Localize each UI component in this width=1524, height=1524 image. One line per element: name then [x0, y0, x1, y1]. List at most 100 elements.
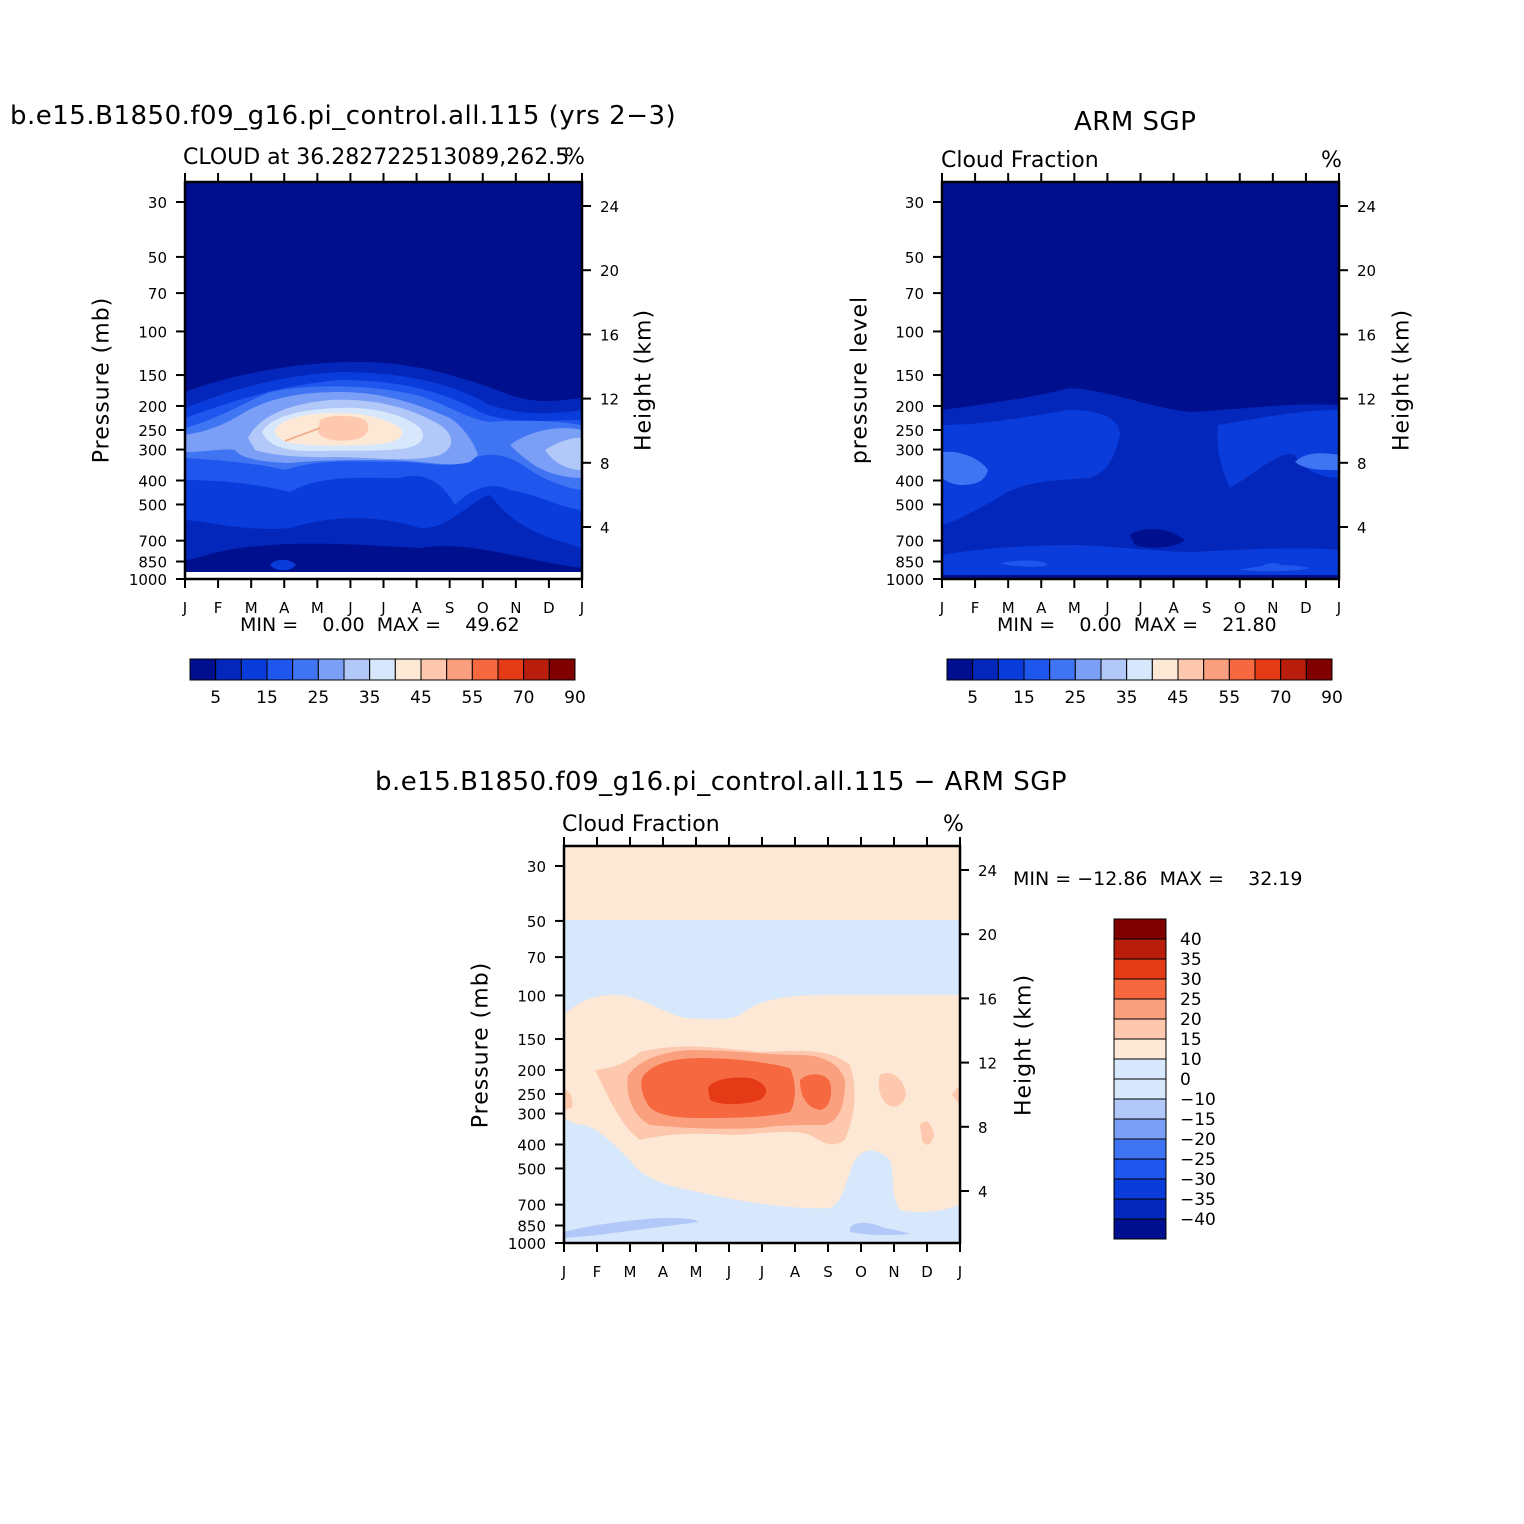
cbar2-swatch [1049, 658, 1076, 681]
cbar3-swatch [1113, 958, 1167, 980]
panel2-ytick-label: 300 [895, 442, 924, 460]
panel1-ytick-label: 500 [138, 496, 167, 514]
panel2-xtick-label: A [1036, 599, 1047, 617]
cbar2-swatch [1228, 658, 1256, 681]
cbar1-swatch [292, 658, 319, 681]
panel1-ytick-right-label: 16 [600, 326, 619, 344]
panel2-ytick-label: 400 [895, 472, 924, 490]
panel3-ytick-right-label: 20 [978, 926, 997, 944]
cbar3-swatch [1113, 1218, 1167, 1240]
cbar1-swatch [420, 658, 448, 681]
panel3-xtick-label: O [855, 1263, 867, 1281]
panel2-xtick-label: A [1168, 599, 1179, 617]
panel1-ytick-label: 300 [138, 442, 167, 460]
panel3-ytick-label: 250 [517, 1086, 546, 1104]
panel1-ylabel-right: Height (km) [631, 308, 657, 452]
panel2-ytick-label: 500 [895, 496, 924, 514]
panel3-ytick-label: 400 [517, 1136, 546, 1154]
cbar2-swatch [1203, 658, 1230, 681]
cbar2-swatch [946, 658, 974, 681]
panel1-title: b.e15.B1850.f09_g16.pi_control.all.115 (… [10, 101, 677, 131]
panel1-ytick-label: 400 [138, 472, 167, 490]
cbar1-label: 45 [410, 688, 432, 708]
cbar2-label: 35 [1116, 688, 1138, 708]
cbar2-swatch [1280, 658, 1307, 681]
cbar1-label: 90 [564, 688, 586, 708]
panel3-ytick-right-label: 16 [978, 990, 997, 1008]
cbar1-swatch [266, 658, 294, 681]
panel2-xtick-label: J [1137, 599, 1142, 617]
panel3-ytick-label: 70 [527, 949, 546, 967]
panel2-ytick-right-label: 16 [1357, 326, 1376, 344]
panel2-minmax: MIN = 0.00 MAX = 21.80 [997, 614, 1277, 636]
panel2-ytick-right-label: 24 [1357, 198, 1376, 216]
cbar1-swatch [369, 658, 396, 681]
panel3-xtick-label: J [957, 1263, 962, 1281]
panel3-ytick-label: 1000 [508, 1235, 546, 1253]
panel1-ytick-label: 700 [138, 533, 167, 551]
cbar3-label: 25 [1180, 990, 1202, 1010]
panel1-xtick-label: O [477, 599, 489, 617]
colorbar-layer: 5 15 25 35 45 55 70 90 5 15 25 35 45 55 70 904035302520… [189, 658, 1343, 1240]
panel3-ytick-label: 150 [517, 1031, 546, 1049]
cbar2-swatch [972, 658, 999, 681]
panel2-xtick-label: M [1002, 599, 1015, 617]
panel2-xtick-label: J [1336, 599, 1341, 617]
panel2-ylabel: pressure level [847, 295, 873, 465]
panel2-ytick-right-label: 4 [1357, 519, 1367, 537]
panel2-ytick-right-label: 12 [1357, 391, 1376, 409]
panel1-xtick-label: S [445, 599, 455, 617]
cbar2-label: 90 [1321, 688, 1343, 708]
cbar2-swatch [1177, 658, 1205, 681]
cbar3-label: 0 [1180, 1070, 1191, 1090]
cbar3-swatch [1113, 1118, 1167, 1140]
cbar3-label: 35 [1180, 950, 1202, 970]
panel2-ytick-label: 200 [895, 398, 924, 416]
cbar2-label: 45 [1167, 688, 1189, 708]
panel2-xtick-label: S [1202, 599, 1212, 617]
cbar3-swatch [1113, 1158, 1167, 1180]
axes-layer: 3050701001502002503004005007008501000242… [129, 173, 1376, 1281]
panel2-units: % [1321, 148, 1342, 173]
panel1-ytick-label: 70 [148, 285, 167, 303]
panel3-xtick-label: M [624, 1263, 637, 1281]
panel2-dark-blob [1130, 528, 1185, 548]
panel2-ytick-right-label: 8 [1357, 455, 1367, 473]
panel2-xtick-label: M [1068, 599, 1081, 617]
panel1-ytick-label: 850 [138, 554, 167, 572]
panel2-contours [942, 182, 1339, 579]
panel1-low-blob [270, 559, 296, 571]
panel3-contours [564, 846, 960, 1243]
cbar1-swatch [215, 658, 242, 681]
cbar3-swatch [1113, 918, 1167, 940]
panel1-xtick-label: J [579, 599, 584, 617]
cbar1-swatch [240, 658, 268, 681]
panel2-xtick-label: J [1104, 599, 1109, 617]
cbar1: 5 15 25 35 45 55 70 90 [189, 658, 586, 708]
panel2-level-3 [1000, 560, 1310, 572]
panel1-ytick-right-label: 4 [600, 519, 610, 537]
cbar2-label: 5 [967, 688, 978, 708]
panel2-xtick-label: J [939, 599, 944, 617]
cbar3-swatch [1113, 1078, 1167, 1100]
cbar3-label: −25 [1180, 1150, 1216, 1170]
panel1-ytick-right-label: 8 [600, 455, 610, 473]
cbar1-label: 15 [256, 688, 278, 708]
panel1-ytick-label: 200 [138, 398, 167, 416]
panel2-ytick-label: 70 [905, 285, 924, 303]
panel3-xtick-label: J [726, 1263, 731, 1281]
panel3-xtick-label: N [888, 1263, 899, 1281]
panel1-minmax: MIN = 0.00 MAX = 49.62 [240, 614, 520, 636]
panel1-ytick-right-label: 24 [600, 198, 619, 216]
cbar1-label: 5 [210, 688, 221, 708]
panel1-level-9 [318, 415, 369, 441]
cbar3-label: 20 [1180, 1010, 1202, 1030]
cbar1-swatch [497, 658, 525, 681]
panel2-ytick-right-label: 20 [1357, 262, 1376, 280]
panel2-ytick-label: 100 [895, 323, 924, 341]
cbar2-swatch [1151, 658, 1179, 681]
cbar1-swatch [343, 658, 371, 681]
cbar3-swatch [1113, 1038, 1167, 1060]
